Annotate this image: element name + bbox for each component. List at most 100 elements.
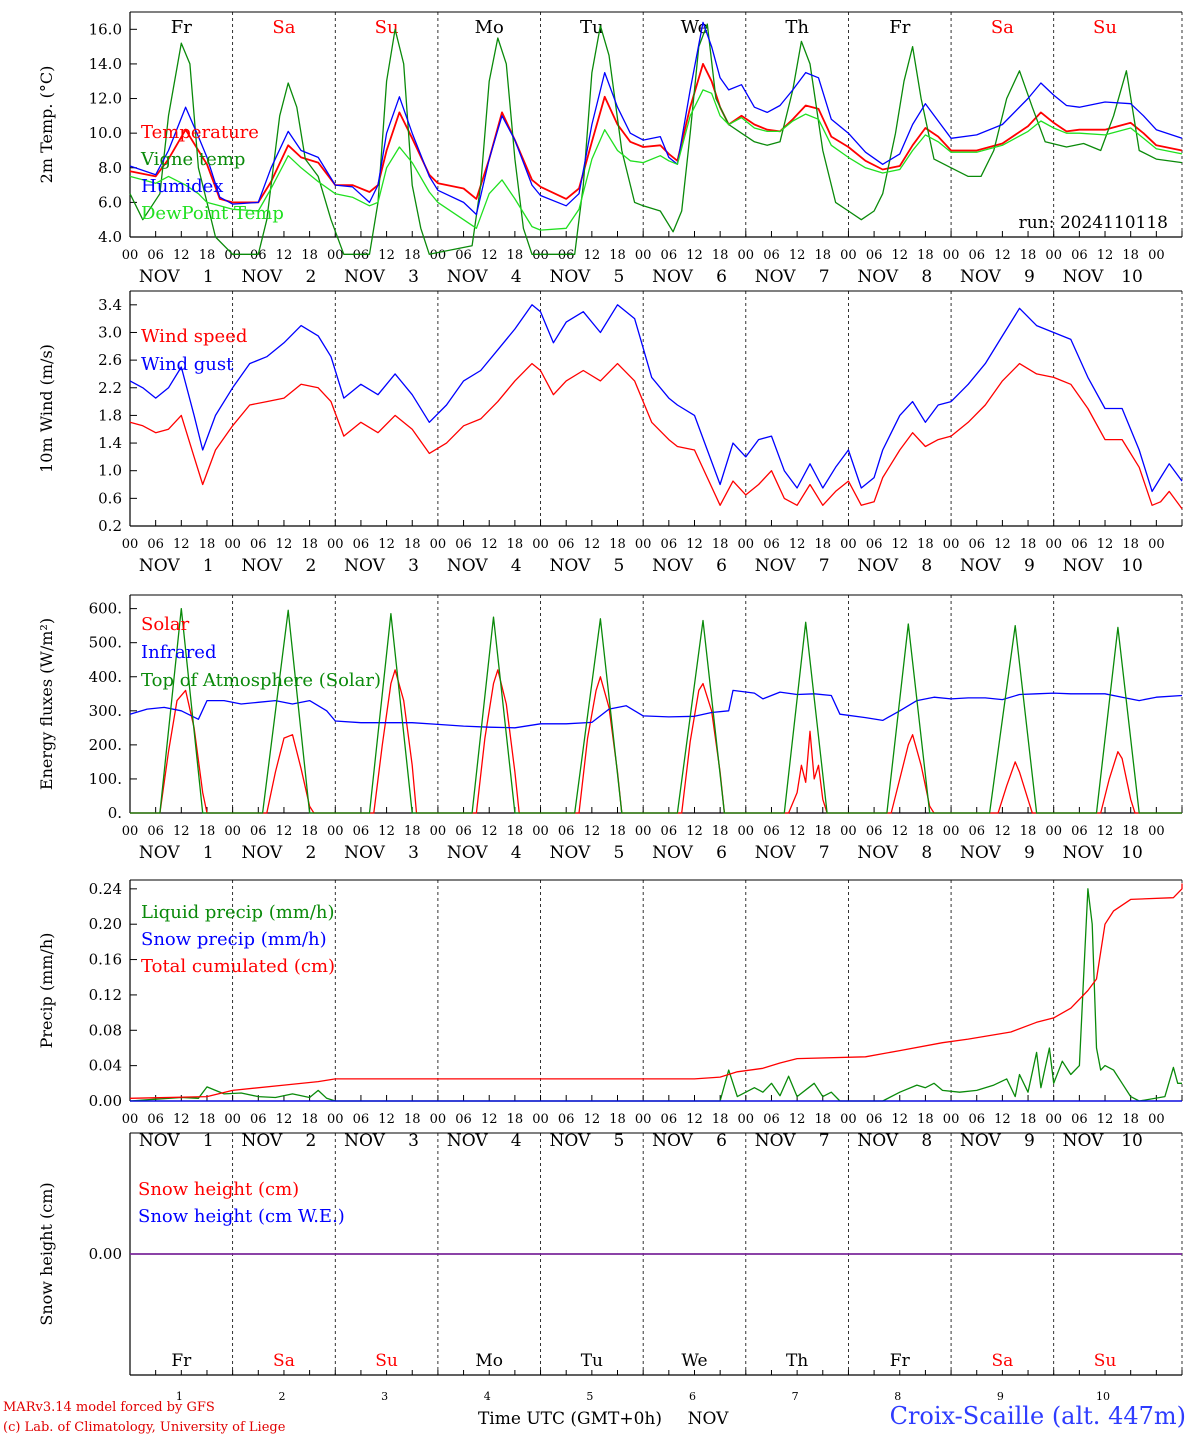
legend-entry: Humidex (141, 176, 223, 197)
hour-tick-label: 18 (815, 537, 832, 552)
hour-tick-label: 00 (224, 537, 241, 552)
y-tick-label: 0.08 (89, 1021, 122, 1039)
x-axis-month-label: NOV (688, 1409, 730, 1429)
y-tick-label: 0. (108, 804, 122, 822)
legend-entry: Solar (141, 614, 190, 635)
hour-tick-label: 18 (609, 537, 626, 552)
hour-tick-label: 00 (840, 1112, 857, 1127)
month-label: NOV (1063, 267, 1105, 287)
hour-tick-label: 00 (943, 248, 960, 263)
hour-tick-label: 06 (1071, 1112, 1088, 1127)
date-number-label: 3 (408, 1131, 419, 1151)
y-tick-label: 0.20 (89, 915, 122, 933)
hour-tick-label: 12 (584, 248, 601, 263)
hour-tick-label: 00 (327, 537, 344, 552)
month-label: NOV (242, 1131, 284, 1151)
month-label: NOV (344, 267, 386, 287)
hour-tick-label: 18 (917, 1112, 934, 1127)
bottom-date-number-label: 8 (894, 1390, 901, 1403)
hour-tick-label: 12 (891, 1112, 908, 1127)
month-label: NOV (960, 843, 1002, 863)
hour-tick-label: 12 (481, 1112, 498, 1127)
y-tick-label: 2.2 (98, 379, 122, 397)
hour-tick-label: 12 (584, 537, 601, 552)
month-label: NOV (242, 843, 284, 863)
hour-tick-label: 06 (968, 537, 985, 552)
hour-tick-label: 00 (1045, 824, 1062, 839)
month-label: NOV (960, 1131, 1002, 1151)
bottom-date-number-label: 7 (792, 1390, 799, 1403)
date-number-label: 10 (1121, 556, 1143, 576)
hour-tick-label: 06 (250, 824, 267, 839)
hour-tick-label: 06 (558, 824, 575, 839)
legend-entry: Temperature (141, 122, 259, 143)
hour-tick-label: 18 (199, 248, 216, 263)
y-axis-label: Precip (mm/h) (37, 933, 56, 1049)
hour-tick-label: 00 (430, 248, 447, 263)
hour-tick-label: 00 (635, 248, 652, 263)
hour-tick-label: 12 (481, 537, 498, 552)
hour-tick-label: 00 (943, 537, 960, 552)
hour-tick-label: 12 (1097, 1112, 1114, 1127)
y-tick-label: 16.0 (89, 20, 122, 38)
y-tick-label: 6.0 (98, 193, 122, 211)
hour-tick-label: 00 (1045, 248, 1062, 263)
date-number-label: 2 (306, 843, 317, 863)
legend-entry: Vigne temp (140, 149, 245, 170)
month-label: NOV (549, 267, 591, 287)
hour-tick-label: 18 (609, 1112, 626, 1127)
x-axis-label: Time UTC (GMT+0h) (478, 1409, 662, 1429)
series-line-green (129, 23, 1183, 255)
date-number-label: 3 (408, 843, 419, 863)
legend-entry: Snow height (cm W.E.) (138, 1206, 345, 1227)
hour-tick-label: 12 (891, 824, 908, 839)
hour-tick-label: 06 (866, 537, 883, 552)
hour-tick-label: 18 (712, 1112, 729, 1127)
bottom-day-name-label: Mo (475, 1351, 503, 1371)
date-number-label: 2 (306, 267, 317, 287)
hour-tick-label: 06 (968, 248, 985, 263)
hour-tick-label: 06 (455, 824, 472, 839)
hour-tick-label: 06 (1071, 824, 1088, 839)
hour-tick-label: 18 (815, 1112, 832, 1127)
hour-tick-label: 18 (609, 248, 626, 263)
date-number-label: 6 (716, 556, 727, 576)
hour-tick-label: 18 (507, 1112, 524, 1127)
date-number-label: 4 (511, 843, 522, 863)
hour-tick-label: 06 (866, 248, 883, 263)
bottom-date-number-label: 10 (1096, 1390, 1110, 1403)
hour-tick-label: 00 (122, 1112, 139, 1127)
hour-tick-label: 00 (224, 248, 241, 263)
hour-tick-label: 00 (840, 824, 857, 839)
legend-entry: Snow height (cm) (138, 1179, 299, 1200)
hour-tick-label: 00 (532, 824, 549, 839)
day-name-label: Fr (171, 17, 192, 38)
month-label: NOV (755, 1131, 797, 1151)
hour-tick-label: 18 (404, 537, 421, 552)
hour-tick-label: 00 (943, 1112, 960, 1127)
date-number-label: 8 (921, 1131, 932, 1151)
month-label: NOV (1063, 843, 1105, 863)
series-line-green (129, 888, 1182, 1102)
y-axis-label: 2m Temp. (°C) (37, 66, 56, 184)
y-tick-label: 12.0 (89, 90, 122, 108)
bottom-day-name-label: Tu (581, 1351, 603, 1371)
month-label: NOV (755, 843, 797, 863)
hour-tick-label: 00 (1148, 1112, 1165, 1127)
date-number-label: 2 (306, 556, 317, 576)
bottom-day-name-label: Sa (273, 1351, 295, 1371)
date-number-label: 8 (921, 843, 932, 863)
hour-tick-label: 18 (1020, 1112, 1037, 1127)
hour-tick-label: 12 (789, 537, 806, 552)
y-tick-label: 500. (89, 634, 122, 652)
day-name-label: Su (1093, 17, 1117, 38)
bottom-day-name-label: We (681, 1351, 707, 1371)
hour-tick-label: 00 (122, 537, 139, 552)
hour-tick-label: 12 (994, 248, 1011, 263)
month-label: NOV (139, 267, 181, 287)
date-number-label: 5 (613, 267, 624, 287)
bottom-day-name-label: Th (786, 1351, 808, 1371)
hour-tick-label: 12 (378, 824, 395, 839)
hour-tick-label: 12 (994, 824, 1011, 839)
